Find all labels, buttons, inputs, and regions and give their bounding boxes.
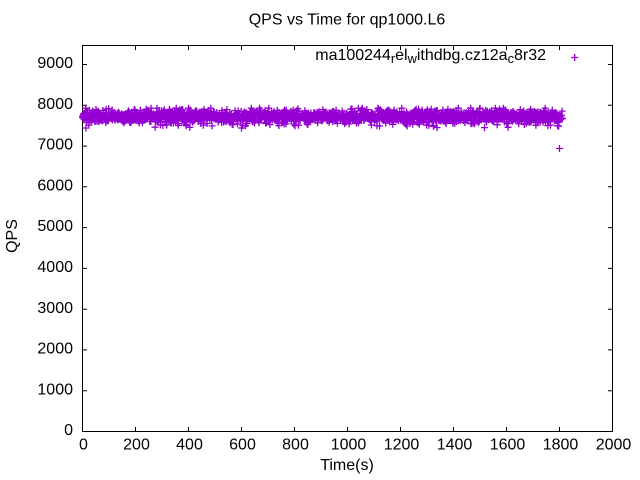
svg-text:600: 600 [229, 437, 256, 454]
svg-text:400: 400 [176, 437, 203, 454]
svg-text:6000: 6000 [37, 177, 73, 194]
svg-text:9000: 9000 [37, 55, 73, 72]
svg-text:QPS vs Time for qp1000.L6: QPS vs Time for qp1000.L6 [249, 12, 446, 29]
svg-text:2000: 2000 [596, 437, 632, 454]
svg-text:3000: 3000 [37, 300, 73, 317]
svg-text:0: 0 [64, 422, 73, 439]
svg-text:ma100244relwithdbg.cz12ac8r32: ma100244relwithdbg.cz12ac8r32 [315, 47, 546, 66]
svg-text:1000: 1000 [331, 437, 367, 454]
svg-text:1600: 1600 [490, 437, 526, 454]
svg-text:4000: 4000 [37, 259, 73, 276]
svg-text:5000: 5000 [37, 218, 73, 235]
svg-text:7000: 7000 [37, 137, 73, 154]
svg-text:800: 800 [282, 437, 309, 454]
svg-text:1000: 1000 [37, 381, 73, 398]
svg-text:2000: 2000 [37, 341, 73, 358]
svg-text:1400: 1400 [437, 437, 473, 454]
svg-text:Time(s): Time(s) [320, 457, 374, 474]
svg-text:8000: 8000 [37, 96, 73, 113]
svg-text:0: 0 [79, 437, 88, 454]
svg-text:QPS: QPS [4, 219, 21, 253]
svg-text:1800: 1800 [543, 437, 579, 454]
svg-text:200: 200 [123, 437, 150, 454]
svg-text:1200: 1200 [384, 437, 420, 454]
